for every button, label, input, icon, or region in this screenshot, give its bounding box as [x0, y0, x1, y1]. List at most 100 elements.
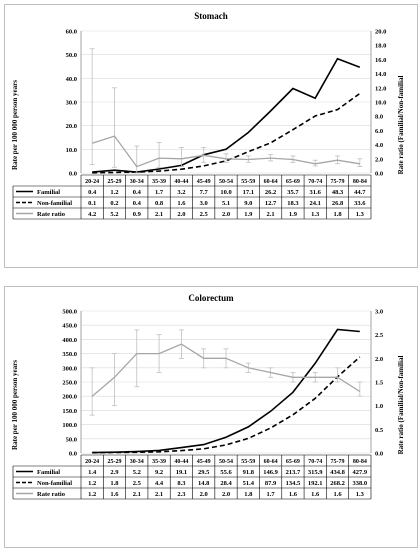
data-label: 5.1	[222, 200, 230, 207]
left-tick-label: 150.0	[62, 408, 77, 415]
data-label: 1.6	[177, 200, 186, 207]
data-label: 33.6	[354, 200, 366, 207]
left-tick-label: 300.0	[62, 365, 77, 372]
right-tick-label: 1.0	[375, 403, 383, 410]
category-label: 30-34	[130, 459, 144, 465]
category-label: 25-29	[107, 459, 121, 465]
right-tick-label: 12.0	[375, 85, 386, 92]
category-label: 70-74	[308, 459, 322, 465]
left-tick-label: 60.0	[66, 29, 77, 36]
right-tick-label: 1.5	[375, 380, 384, 387]
right-tick-label: 0.0	[375, 171, 383, 178]
data-label: 9.2	[155, 469, 163, 476]
left-tick-label: 350.0	[62, 351, 77, 358]
right-tick-label: 6.0	[375, 128, 383, 135]
stomach-chart: Stomach Rate per 100 000 person years Ra…	[11, 11, 405, 220]
data-label: 5.2	[110, 211, 118, 218]
right-axis-label: Rate ratio (Familial/Non-familial	[397, 356, 405, 455]
left-tick-label: 30.0	[66, 100, 77, 107]
chart-title: Colorectum	[188, 293, 234, 303]
data-label: 0.9	[133, 211, 142, 218]
data-label: 44.7	[354, 189, 366, 196]
chart-title: Stomach	[194, 11, 228, 21]
category-label: 80-84	[353, 179, 367, 185]
right-tick-label: 18.0	[375, 43, 386, 50]
data-label: 26.2	[265, 189, 276, 196]
series-line	[92, 328, 360, 454]
category-label: 20-24	[85, 459, 99, 465]
data-label: 1.4	[88, 469, 97, 476]
data-label: 48.3	[332, 189, 344, 196]
data-label: 427.9	[353, 469, 368, 476]
data-label: 55.6	[220, 469, 232, 476]
left-tick-label: 0.0	[69, 171, 77, 178]
data-label: 0.4	[133, 200, 142, 207]
left-tick-label: 100.0	[62, 422, 77, 429]
left-tick-label: 50.0	[66, 52, 77, 59]
data-label: 1.3	[356, 211, 365, 218]
right-tick-label: 10.0	[375, 100, 386, 107]
category-label: 30-34	[130, 179, 144, 185]
data-label: 192.1	[308, 480, 323, 487]
data-label: 0.1	[88, 200, 96, 207]
series-line	[91, 343, 361, 397]
category-label: 70-74	[308, 179, 322, 185]
category-label: 25-29	[107, 179, 121, 185]
category-label: 65-69	[286, 179, 300, 185]
right-tick-label: 20.0	[375, 29, 386, 36]
left-tick-label: 10.0	[66, 147, 77, 154]
data-label: 1.8	[333, 211, 342, 218]
data-label: 1.6	[333, 491, 342, 498]
data-label: 5.2	[133, 469, 141, 476]
category-label: 60-64	[264, 459, 278, 465]
category-label: 55-59	[241, 179, 255, 185]
category-label: 80-84	[353, 459, 367, 465]
data-label: 18.3	[287, 200, 299, 207]
category-label: 45-49	[197, 459, 211, 465]
data-label: 134.5	[286, 480, 301, 487]
data-label: 0.8	[155, 200, 164, 207]
data-label: 146.9	[263, 469, 278, 476]
left-tick-label: 20.0	[66, 123, 77, 130]
legend-label: Familial	[37, 189, 60, 196]
data-label: 1.2	[88, 480, 96, 487]
series-line	[92, 135, 360, 168]
right-tick-label: 2.0	[375, 356, 383, 363]
data-label: 1.2	[88, 491, 96, 498]
data-label: 9.0	[244, 200, 252, 207]
data-label: 0.4	[88, 189, 97, 196]
category-label: 35-39	[152, 179, 166, 185]
right-tick-label: 0.0	[375, 451, 383, 458]
data-label: 87.9	[265, 480, 277, 487]
category-label: 55-59	[241, 459, 255, 465]
data-label: 0.2	[110, 200, 118, 207]
left-tick-label: 40.0	[66, 76, 77, 83]
category-label: 60-64	[264, 179, 278, 185]
right-tick-label: 14.0	[375, 71, 386, 78]
data-label: 1.3	[311, 211, 320, 218]
colorectum-chart-panel: Colorectum Rate per 100 000 person years…	[4, 286, 418, 548]
data-label: 2.3	[177, 491, 186, 498]
data-label: 1.7	[155, 189, 164, 196]
right-tick-label: 3.0	[375, 309, 383, 316]
data-label: 3.0	[200, 200, 208, 207]
data-label: 14.8	[198, 480, 210, 487]
data-label: 2.5	[200, 211, 209, 218]
data-label: 2.0	[177, 211, 185, 218]
right-tick-label: 16.0	[375, 57, 386, 64]
data-label: 2.5	[133, 480, 142, 487]
left-tick-label: 500.0	[62, 309, 77, 316]
data-label: 51.4	[243, 480, 255, 487]
data-label: 1.7	[267, 491, 276, 498]
data-label: 4.2	[88, 211, 96, 218]
data-label: 2.9	[110, 469, 119, 476]
legend-label: Rate ratio	[37, 491, 65, 498]
data-label: 4.4	[155, 480, 164, 487]
data-label: 26.8	[332, 200, 344, 207]
right-tick-label: 2.0	[375, 156, 383, 163]
right-axis-label: Rate ratio (Familial/Non-familial	[397, 76, 405, 175]
data-label: 1.8	[110, 480, 119, 487]
stomach-chart-panel: Stomach Rate per 100 000 person years Ra…	[4, 4, 418, 268]
legend-label: Familial	[37, 469, 60, 476]
category-label: 65-69	[286, 459, 300, 465]
